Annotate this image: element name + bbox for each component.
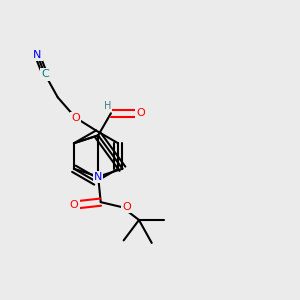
- Text: C: C: [41, 69, 49, 80]
- Text: N: N: [33, 50, 41, 60]
- Text: O: O: [122, 202, 131, 212]
- Text: O: O: [136, 108, 145, 118]
- Text: N: N: [94, 172, 102, 182]
- Text: O: O: [71, 113, 80, 123]
- Text: O: O: [70, 200, 79, 210]
- Text: H: H: [103, 101, 111, 111]
